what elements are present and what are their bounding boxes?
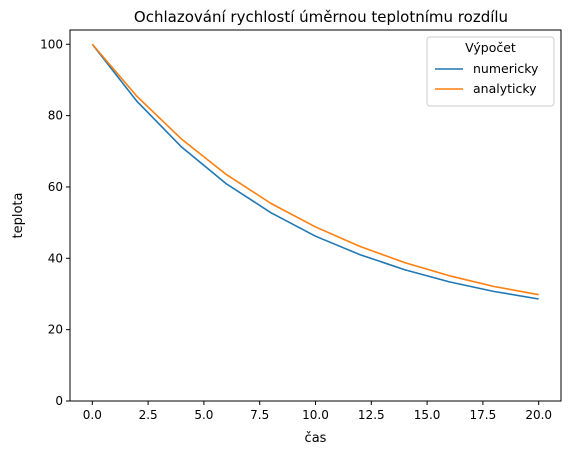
series-line-numericky: [91, 43, 539, 300]
y-tick-label: 40: [48, 251, 63, 265]
x-tick-label: 0.0: [83, 408, 102, 422]
y-tick-label: 60: [48, 180, 63, 194]
y-axis-label: teplota: [11, 193, 26, 239]
y-tick-label: 80: [48, 109, 63, 123]
plot-lines: [91, 43, 539, 300]
x-tick-label: 15.0: [414, 408, 441, 422]
legend-label-analyticky: analyticky: [473, 81, 537, 96]
y-tick-label: 0: [55, 394, 63, 408]
legend-label-numericky: numericky: [473, 61, 539, 76]
x-axis-ticks: 0.0 2.5 5.0 7.5 10.0 12.5 15.0 17.5 20.0: [83, 401, 552, 422]
legend-title: Výpočet: [465, 40, 516, 55]
x-tick-label: 10.0: [302, 408, 329, 422]
x-tick-label: 20.0: [525, 408, 552, 422]
y-tick-label: 20: [48, 323, 63, 337]
x-tick-label: 7.5: [250, 408, 269, 422]
x-axis-label: čas: [305, 431, 327, 446]
series-line-analyticky: [91, 43, 539, 296]
x-tick-label: 2.5: [139, 408, 158, 422]
legend-items: numericky analyticky: [435, 61, 539, 96]
legend: Výpočet numericky analyticky: [426, 36, 555, 107]
x-tick-label: 17.5: [470, 408, 497, 422]
x-tick-label: 12.5: [358, 408, 385, 422]
x-tick-label: 5.0: [194, 408, 213, 422]
y-axis-ticks: 0 20 40 60 80 100: [40, 37, 70, 408]
y-tick-label: 100: [40, 37, 63, 51]
chart-title: Ochlazování rychlostí úměrnou teplotnímu…: [134, 8, 508, 26]
